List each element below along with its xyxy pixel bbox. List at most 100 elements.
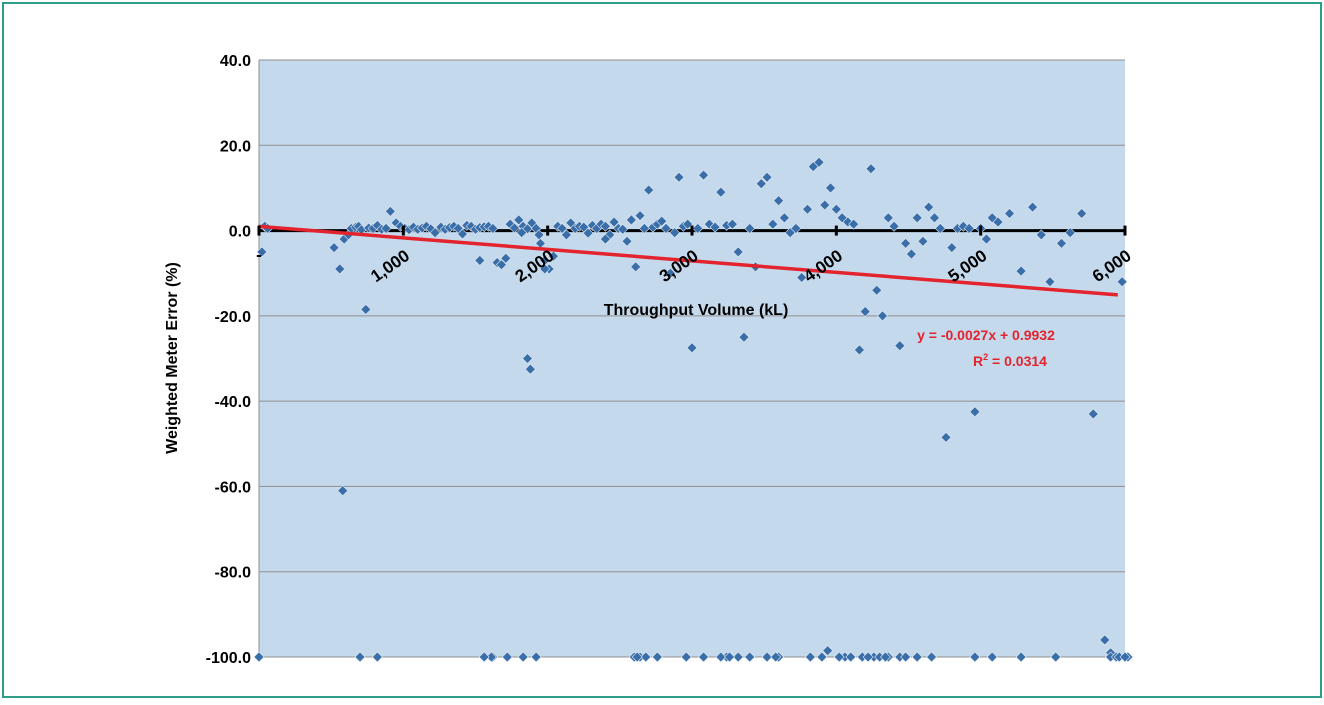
data-point [457, 228, 468, 240]
data-point [738, 331, 750, 343]
data-point [556, 223, 568, 234]
data-point [617, 223, 629, 235]
data-point [882, 212, 894, 224]
data-point [485, 651, 497, 663]
data-point [692, 223, 704, 234]
data-point [761, 651, 773, 663]
data-point [1064, 227, 1076, 239]
data-point [1099, 634, 1111, 646]
data-point [923, 201, 935, 213]
data-point [946, 242, 958, 254]
data-point [992, 216, 1004, 228]
data-point [478, 651, 490, 663]
data-point [862, 651, 874, 663]
data-point [548, 250, 559, 262]
data-point [969, 651, 981, 663]
data-point [963, 223, 975, 234]
data-point [686, 342, 698, 354]
y-tick-label: 0.0 [229, 224, 251, 241]
data-point [1119, 651, 1131, 663]
data-point [698, 169, 709, 181]
data-point [253, 651, 265, 663]
data-point [917, 235, 929, 247]
x-tick-label: - [256, 246, 262, 265]
y-axis-title: Weighted Meter Error (%) [164, 262, 181, 454]
y-tick-label: -20.0 [215, 309, 252, 326]
gridlines [258, 59, 1125, 658]
data-point [337, 485, 349, 497]
data-point [877, 310, 888, 322]
x-axis-title: Throughput Volume (kL) [604, 302, 789, 319]
data-point [634, 210, 646, 222]
data-point [715, 186, 727, 198]
data-point [625, 214, 637, 226]
data-point [778, 212, 790, 224]
data-point [726, 218, 738, 230]
data-point [524, 363, 536, 375]
data-point [934, 223, 946, 234]
data-point [865, 163, 877, 175]
data-point [429, 227, 441, 239]
data-point [940, 431, 952, 443]
data-point [522, 353, 533, 364]
data-point [929, 212, 940, 224]
data-point [981, 233, 992, 245]
data-point [380, 223, 392, 234]
data-point [816, 651, 828, 663]
data-point [888, 220, 900, 232]
data-point [500, 252, 512, 264]
r-squared-value: = 0.0314 [988, 353, 1047, 369]
data-point [1116, 276, 1128, 288]
data-point [517, 651, 529, 663]
data-point [732, 246, 744, 258]
y-axis-ticks: 40.0 20.0 0.0 -20.0 -40.0 -60.0 -80.0 -100.0 [206, 53, 251, 667]
data-point [360, 304, 372, 315]
plot-area [259, 60, 1125, 657]
data-point [630, 261, 642, 273]
data-point [986, 651, 998, 663]
data-point [859, 306, 871, 318]
data-point [900, 651, 912, 663]
data-point [328, 242, 340, 254]
data-point [715, 651, 727, 663]
y-tick-label: -60.0 [215, 479, 252, 496]
data-point [599, 220, 611, 232]
y-tick-label: 40.0 [220, 53, 251, 70]
data-point [1015, 651, 1027, 663]
data-point [334, 263, 346, 275]
data-point [871, 284, 883, 296]
data-point [879, 651, 891, 663]
data-point [660, 223, 672, 234]
data-point [709, 221, 721, 233]
data-point [773, 195, 785, 207]
data-point [830, 203, 842, 215]
data-point [819, 199, 831, 211]
data-point [790, 223, 802, 234]
y-tick-label: -40.0 [215, 394, 252, 411]
data-point [643, 184, 655, 196]
y-tick-label: -80.0 [215, 565, 252, 582]
data-point [673, 171, 685, 183]
data-point [1015, 265, 1027, 277]
data-point [530, 651, 542, 663]
data-point [911, 212, 923, 224]
data-point [845, 651, 857, 663]
data-point [496, 259, 507, 271]
trendline-equation: y = -0.0027x + 0.9932 [917, 327, 1055, 343]
data-point [533, 229, 545, 241]
data-point [724, 651, 735, 663]
data-point [969, 406, 981, 418]
data-point [802, 203, 813, 215]
data-point [905, 248, 917, 260]
data-point [640, 651, 652, 663]
data-points [253, 156, 1134, 663]
y-tick-label: -100.0 [206, 650, 251, 667]
data-point [669, 227, 681, 239]
data-point [854, 344, 865, 356]
data-point [732, 651, 744, 663]
trendline [258, 224, 1118, 297]
data-point [1035, 229, 1047, 241]
data-point [822, 645, 834, 657]
